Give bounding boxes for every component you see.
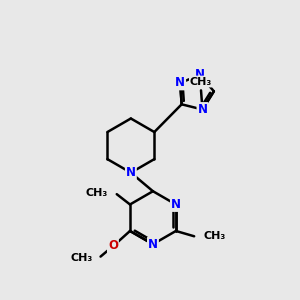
Text: N: N: [126, 166, 136, 179]
Text: N: N: [197, 103, 208, 116]
Text: O: O: [108, 239, 118, 253]
Text: CH₃: CH₃: [204, 231, 226, 241]
Text: N: N: [171, 198, 181, 211]
Text: CH₃: CH₃: [190, 76, 212, 86]
Text: N: N: [175, 76, 185, 89]
Text: N: N: [195, 68, 205, 81]
Text: CH₃: CH₃: [86, 188, 108, 198]
Text: CH₃: CH₃: [70, 253, 92, 263]
Text: N: N: [148, 238, 158, 251]
